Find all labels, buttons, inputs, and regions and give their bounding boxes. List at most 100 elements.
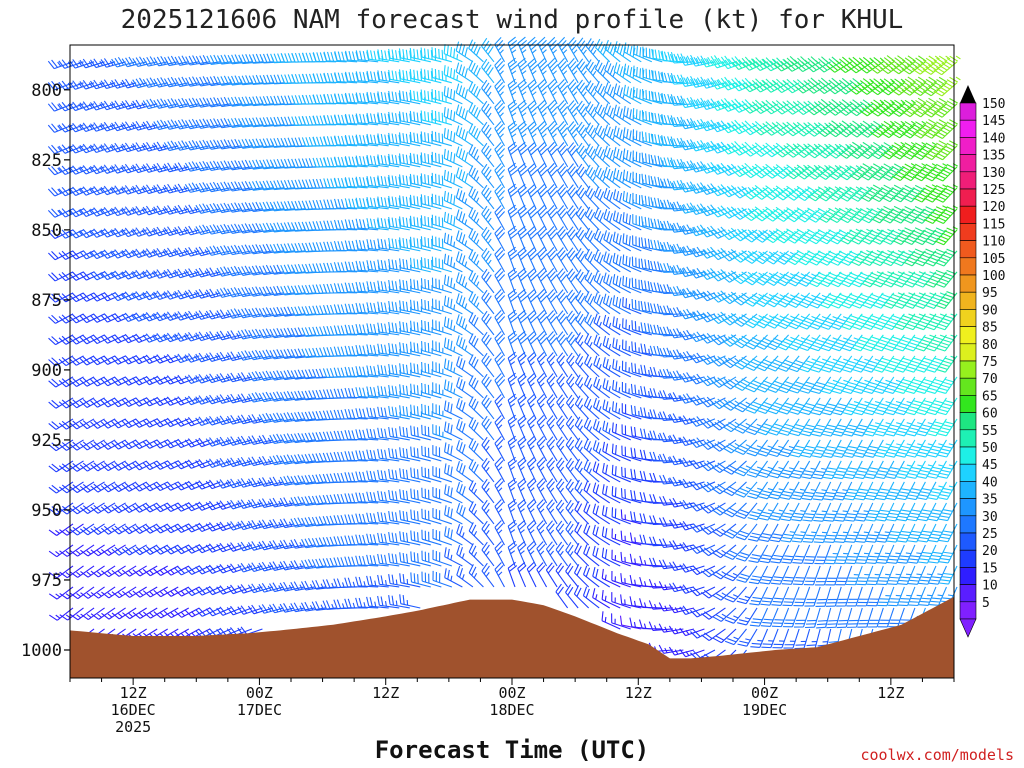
wind-barb xyxy=(895,460,916,479)
colorbar-label: 140 xyxy=(982,131,1005,146)
wind-barb xyxy=(658,517,684,527)
wind-barb xyxy=(526,456,537,483)
wind-barb xyxy=(517,162,529,189)
wind-barb xyxy=(216,436,242,447)
wind-barb xyxy=(555,499,569,525)
wind-barb xyxy=(79,143,105,154)
wind-barb xyxy=(174,332,200,342)
wind-barb xyxy=(195,458,221,469)
colorbar-swatch xyxy=(959,412,977,431)
colorbar-swatch xyxy=(959,429,977,448)
wind-barb xyxy=(69,376,95,388)
wind-barb xyxy=(132,586,158,598)
wind-barb xyxy=(142,269,168,280)
colorbar-swatch xyxy=(959,257,977,276)
wind-barb xyxy=(410,551,431,567)
wind-barb xyxy=(757,460,779,479)
wind-barb xyxy=(100,418,126,429)
wind-barb xyxy=(68,101,95,112)
wind-barb xyxy=(132,565,158,577)
wind-barb xyxy=(557,99,569,126)
colorbar-swatch xyxy=(959,240,977,259)
wind-barb xyxy=(468,60,484,84)
wind-barb xyxy=(517,393,527,420)
wind-barb xyxy=(69,607,95,621)
wind-barb xyxy=(216,542,242,553)
wind-barb xyxy=(69,565,95,578)
wind-barb xyxy=(420,110,442,126)
wind-barb xyxy=(784,56,810,72)
wind-barb xyxy=(894,355,916,373)
wind-barb xyxy=(468,354,484,378)
wind-barb xyxy=(80,544,105,557)
wind-barb xyxy=(884,439,905,458)
wind-barb xyxy=(810,376,832,395)
wind-barb xyxy=(226,584,253,595)
wind-barb xyxy=(481,184,495,210)
wind-barb xyxy=(79,101,105,111)
colorbar-label: 105 xyxy=(982,252,1005,267)
wind-barb xyxy=(537,120,549,147)
wind-barb xyxy=(768,439,790,458)
wind-barb xyxy=(58,460,84,473)
wind-barb xyxy=(468,438,484,462)
wind-barb xyxy=(915,397,937,416)
wind-barb xyxy=(481,415,495,441)
wind-barb xyxy=(852,376,874,394)
wind-barb xyxy=(58,418,84,430)
wind-barb xyxy=(101,607,126,620)
wind-barb xyxy=(669,392,694,402)
colorbar-label: 135 xyxy=(982,149,1005,164)
wind-barb xyxy=(142,607,168,619)
credit-link[interactable]: coolwx.com/models xyxy=(860,746,1014,764)
wind-barb xyxy=(885,460,905,479)
wind-barb xyxy=(163,586,190,597)
wind-barb xyxy=(566,373,579,399)
wind-barb xyxy=(758,481,779,500)
wind-barb xyxy=(132,544,158,556)
wind-barb xyxy=(926,439,947,458)
wind-barb xyxy=(566,247,579,273)
wind-barb xyxy=(410,362,431,378)
wind-barb xyxy=(111,544,137,556)
wind-barb xyxy=(153,565,179,576)
wind-barb xyxy=(658,581,684,591)
wind-barb xyxy=(410,488,431,504)
wind-barb xyxy=(896,481,916,501)
wind-barb xyxy=(153,375,179,385)
wind-barb xyxy=(121,565,147,577)
wind-barb xyxy=(100,439,126,450)
y-tick-label: 825 xyxy=(31,151,62,171)
wind-barb xyxy=(494,541,505,567)
wind-barb xyxy=(163,396,189,406)
wind-barb xyxy=(863,397,884,416)
wind-barb xyxy=(111,481,137,493)
wind-barb xyxy=(873,397,895,416)
wind-barb xyxy=(874,439,895,458)
wind-barb xyxy=(205,543,232,553)
wind-barb xyxy=(100,185,126,196)
colorbar-swatch xyxy=(959,171,977,190)
wind-barb xyxy=(468,165,484,189)
wind-barb xyxy=(546,436,558,462)
wind-barb xyxy=(679,457,705,468)
wind-barb xyxy=(821,418,842,437)
wind-barb xyxy=(101,586,126,599)
wind-barb xyxy=(481,226,495,252)
wind-barb xyxy=(142,544,168,555)
wind-barb xyxy=(494,205,506,231)
wind-barb xyxy=(101,565,126,578)
wind-barb xyxy=(507,36,519,62)
wind-barb xyxy=(481,58,495,84)
wind-barb xyxy=(111,607,137,620)
wind-barb xyxy=(517,414,527,441)
wind-barb xyxy=(669,476,695,487)
wind-barb xyxy=(80,586,105,599)
wind-barb xyxy=(546,268,558,294)
wind-barb xyxy=(174,353,200,364)
wind-barb xyxy=(481,541,495,567)
wind-barb xyxy=(163,290,189,300)
wind-barb xyxy=(494,499,505,525)
wind-barb xyxy=(566,205,579,231)
